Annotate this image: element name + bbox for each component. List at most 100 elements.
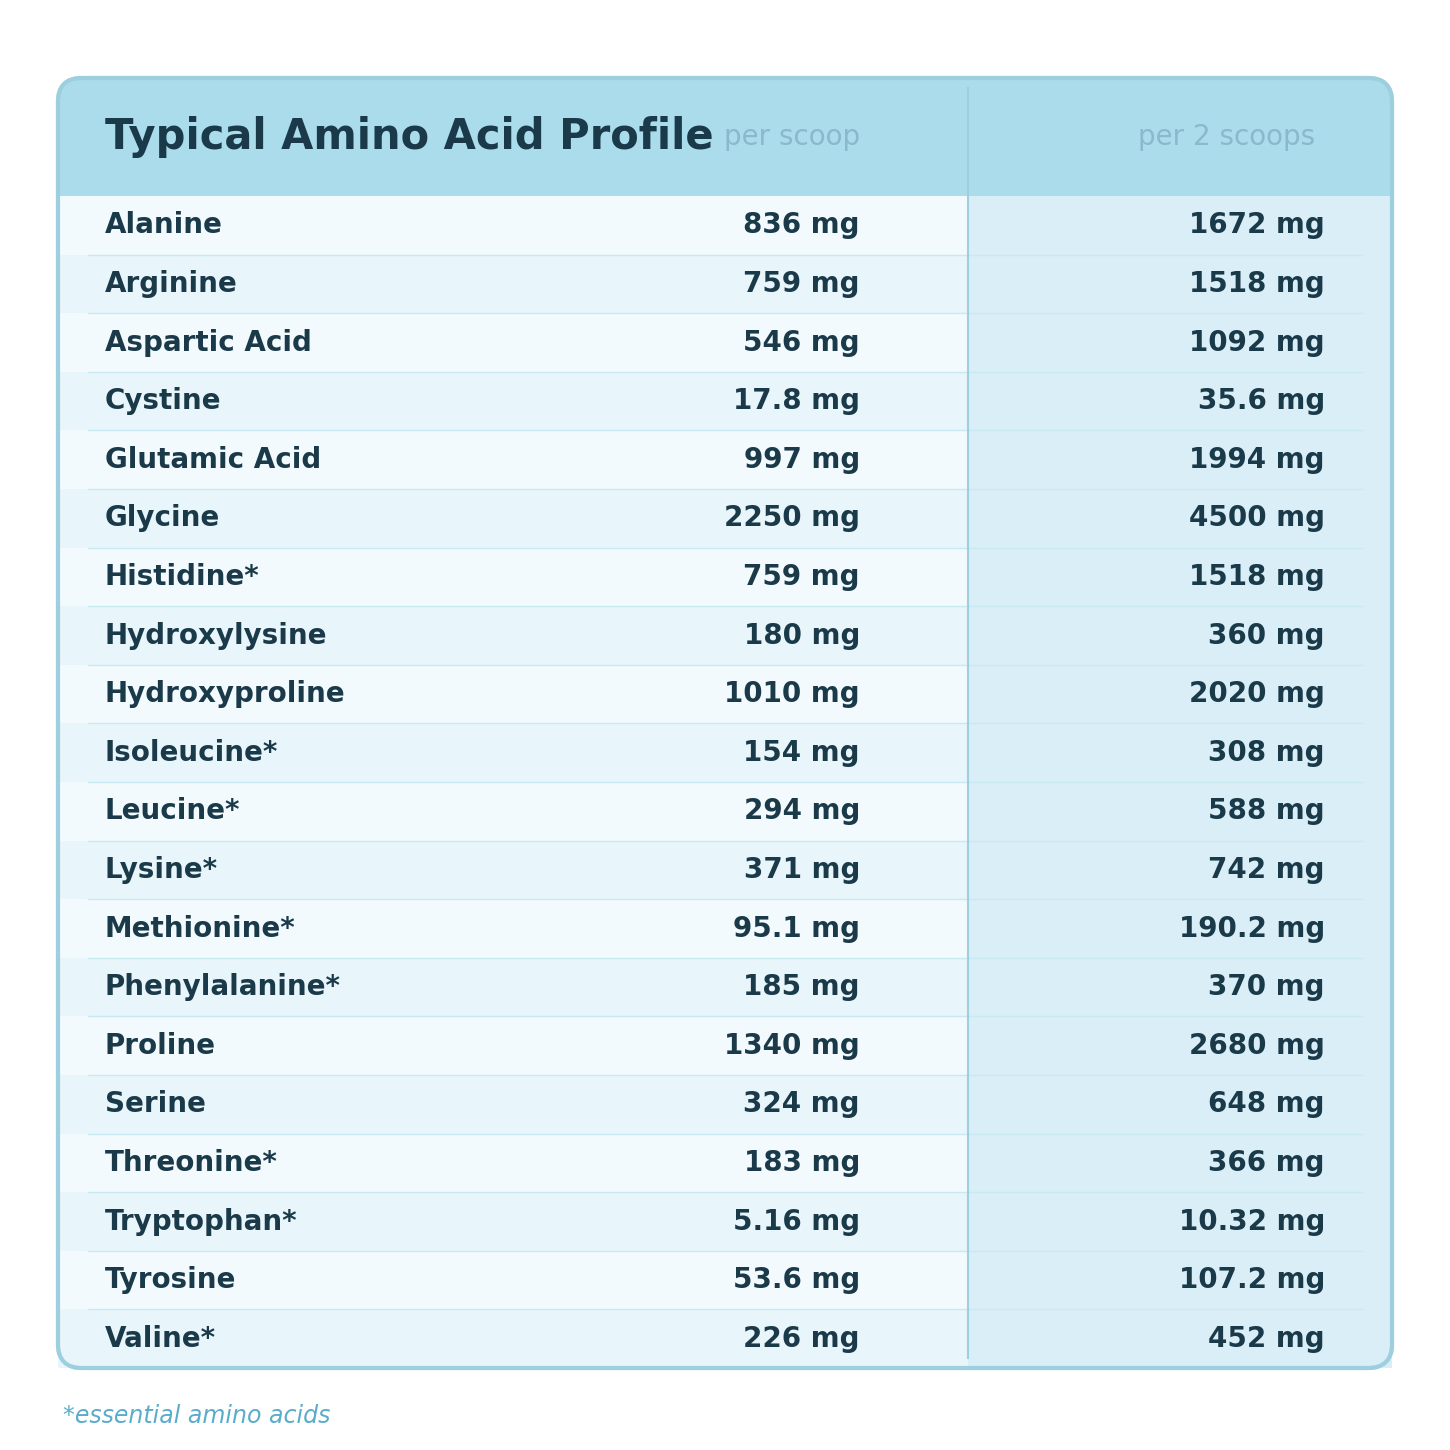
Text: 1994 mg: 1994 mg — [1189, 445, 1325, 474]
Bar — [969, 489, 1392, 548]
Text: 4500 mg: 4500 mg — [1189, 505, 1325, 532]
Bar — [969, 1251, 1392, 1309]
Text: 10.32 mg: 10.32 mg — [1179, 1208, 1325, 1235]
Bar — [969, 371, 1392, 431]
Text: 759 mg: 759 mg — [744, 270, 860, 297]
Bar — [969, 196, 1392, 255]
Bar — [969, 664, 1392, 724]
Text: 324 mg: 324 mg — [744, 1090, 860, 1118]
Text: Methionine*: Methionine* — [104, 915, 296, 943]
Text: 53.6 mg: 53.6 mg — [732, 1266, 860, 1293]
Bar — [58, 1309, 1392, 1367]
Text: Phenylalanine*: Phenylalanine* — [104, 973, 341, 1000]
Bar — [58, 255, 1392, 313]
Bar — [58, 1016, 1392, 1074]
Bar — [969, 548, 1392, 606]
Text: 2250 mg: 2250 mg — [724, 505, 860, 532]
Bar — [58, 548, 1392, 606]
Text: 360 mg: 360 mg — [1208, 622, 1325, 650]
Text: Threonine*: Threonine* — [104, 1148, 278, 1177]
Bar — [969, 1192, 1392, 1251]
Bar — [58, 1134, 1392, 1192]
Text: Serine: Serine — [104, 1090, 206, 1118]
Bar — [58, 1251, 1392, 1309]
Bar — [58, 724, 1392, 782]
Text: 997 mg: 997 mg — [744, 445, 860, 474]
Text: 648 mg: 648 mg — [1208, 1090, 1325, 1118]
Text: 2020 mg: 2020 mg — [1189, 680, 1325, 708]
Bar — [969, 1134, 1392, 1192]
Text: *essential amino acids: *essential amino acids — [62, 1404, 331, 1428]
Bar — [58, 1074, 1392, 1134]
Text: Proline: Proline — [104, 1032, 216, 1060]
Text: 366 mg: 366 mg — [1208, 1148, 1325, 1177]
Text: 308 mg: 308 mg — [1208, 738, 1325, 767]
Bar — [969, 899, 1392, 958]
Bar — [969, 1309, 1392, 1367]
Text: 95.1 mg: 95.1 mg — [734, 915, 860, 943]
Text: Tryptophan*: Tryptophan* — [104, 1208, 297, 1235]
Bar — [969, 782, 1392, 841]
Text: Histidine*: Histidine* — [104, 563, 260, 592]
Text: Isoleucine*: Isoleucine* — [104, 738, 278, 767]
Text: 759 mg: 759 mg — [744, 563, 860, 592]
Text: Typical Amino Acid Profile: Typical Amino Acid Profile — [104, 116, 713, 158]
Text: 836 mg: 836 mg — [744, 212, 860, 239]
Text: Tyrosine: Tyrosine — [104, 1266, 236, 1293]
Text: 1518 mg: 1518 mg — [1189, 563, 1325, 592]
Text: per scoop: per scoop — [724, 123, 860, 151]
Text: 1010 mg: 1010 mg — [725, 680, 860, 708]
Text: 1340 mg: 1340 mg — [724, 1032, 860, 1060]
FancyBboxPatch shape — [58, 78, 1392, 1367]
Bar — [969, 313, 1392, 371]
Bar — [58, 899, 1392, 958]
Text: 1518 mg: 1518 mg — [1189, 270, 1325, 297]
Text: 35.6 mg: 35.6 mg — [1198, 387, 1325, 415]
Text: 107.2 mg: 107.2 mg — [1179, 1266, 1325, 1293]
FancyBboxPatch shape — [58, 78, 1392, 196]
Text: 452 mg: 452 mg — [1208, 1325, 1325, 1353]
Text: 1092 mg: 1092 mg — [1189, 329, 1325, 357]
Text: 370 mg: 370 mg — [1208, 973, 1325, 1000]
Text: 742 mg: 742 mg — [1208, 856, 1325, 884]
Text: Arginine: Arginine — [104, 270, 238, 297]
Text: 190.2 mg: 190.2 mg — [1179, 915, 1325, 943]
Text: Aspartic Acid: Aspartic Acid — [104, 329, 312, 357]
Text: 371 mg: 371 mg — [744, 856, 860, 884]
Text: 154 mg: 154 mg — [744, 738, 860, 767]
Text: Glutamic Acid: Glutamic Acid — [104, 445, 322, 474]
Text: 5.16 mg: 5.16 mg — [732, 1208, 860, 1235]
Text: Leucine*: Leucine* — [104, 798, 241, 825]
Bar — [969, 431, 1392, 489]
Text: Alanine: Alanine — [104, 212, 223, 239]
Bar — [969, 255, 1392, 313]
Bar — [58, 958, 1392, 1016]
Bar — [58, 173, 1392, 196]
Text: 588 mg: 588 mg — [1208, 798, 1325, 825]
Bar — [58, 1192, 1392, 1251]
Bar — [58, 606, 1392, 664]
Bar — [969, 724, 1392, 782]
Text: Lysine*: Lysine* — [104, 856, 218, 884]
Bar — [969, 1074, 1392, 1134]
Text: Hydroxyproline: Hydroxyproline — [104, 680, 345, 708]
Text: Valine*: Valine* — [104, 1325, 216, 1353]
Bar — [58, 664, 1392, 724]
Bar — [58, 489, 1392, 548]
Bar — [58, 313, 1392, 371]
Text: Glycine: Glycine — [104, 505, 220, 532]
Text: 185 mg: 185 mg — [744, 973, 860, 1000]
Bar — [58, 196, 1392, 255]
Text: 2680 mg: 2680 mg — [1189, 1032, 1325, 1060]
Text: 183 mg: 183 mg — [744, 1148, 860, 1177]
Text: 180 mg: 180 mg — [744, 622, 860, 650]
Text: 1672 mg: 1672 mg — [1189, 212, 1325, 239]
Text: Cystine: Cystine — [104, 387, 222, 415]
Bar — [58, 431, 1392, 489]
Bar — [969, 958, 1392, 1016]
Bar — [969, 841, 1392, 899]
Bar — [58, 782, 1392, 841]
Bar — [58, 371, 1392, 431]
Text: 226 mg: 226 mg — [744, 1325, 860, 1353]
Text: 294 mg: 294 mg — [744, 798, 860, 825]
